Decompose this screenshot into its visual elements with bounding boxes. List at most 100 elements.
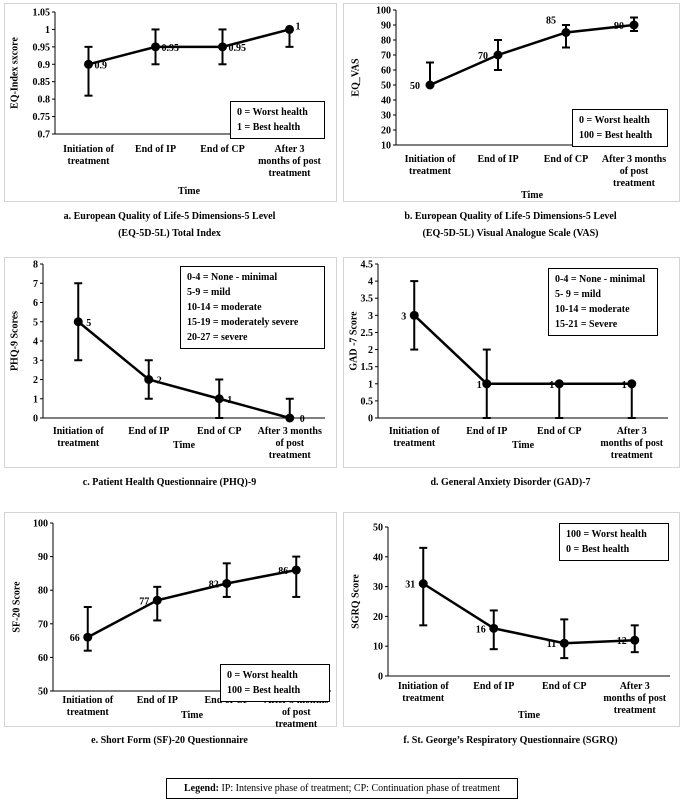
y-tick-label: 40 xyxy=(381,96,391,107)
y-tick-label: 0.75 xyxy=(33,112,51,123)
x-tick-label: End of IP xyxy=(128,426,169,437)
data-point xyxy=(151,42,160,52)
chart-legend: 0-4 = None - minimal 5- 9 = mild 10-14 = m… xyxy=(548,268,658,336)
caption-a: a. European Quality of Life-5 Dimensions… xyxy=(2,208,337,242)
data-label: 86 xyxy=(278,566,288,577)
data-point xyxy=(489,623,499,633)
caption-a-line-2: (EQ-5D-5L) Total Index xyxy=(118,228,221,239)
y-tick-label: 90 xyxy=(381,21,391,32)
chart-gad7: 0 0.5 1 1.5 2 2.5 3 3.5 4 4.5 GAD -7 Score Initiati… xyxy=(348,260,668,461)
y-tick-label: 70 xyxy=(38,619,48,630)
data-point xyxy=(285,413,295,423)
series-line xyxy=(413,314,632,386)
y-tick-label: 60 xyxy=(38,653,48,664)
y-tick-label: 30 xyxy=(381,111,391,122)
data-label: 1 xyxy=(622,380,627,391)
y-tick-label: 0 xyxy=(368,414,373,425)
x-tick-label: After 3 months of post treatment xyxy=(603,681,666,716)
data-point xyxy=(418,579,428,589)
y-tick-label: 6 xyxy=(33,298,38,309)
y-tick-label: 80 xyxy=(381,36,391,47)
y-tick-label: 4 xyxy=(33,337,38,348)
figure-legend-text: IP: Intensive phase of treatment; CP: Co… xyxy=(218,783,501,794)
y-tick-label: 40 xyxy=(373,552,383,563)
legend-entry: 0-4 = None - minimal xyxy=(187,272,278,283)
y-tick-label: 0.8 xyxy=(38,95,51,106)
data-label: 0.95 xyxy=(229,43,247,54)
data-point xyxy=(83,632,93,642)
y-tick-label: 3.5 xyxy=(361,294,374,305)
chart-sgrq: 0 10 20 30 40 50 SGRQ Score Initiation of treatm… xyxy=(350,523,670,721)
x-tick-label: Initiation of treatment xyxy=(405,154,457,177)
chart-legend: 0 = Worst health 100 = Best health xyxy=(220,664,330,702)
y-tick-label: 100 xyxy=(33,519,48,530)
y-tick-label: 0 xyxy=(33,414,38,425)
y-tick-label: 8 xyxy=(33,260,38,271)
x-tick-label: End of CP xyxy=(542,681,586,692)
caption-b-line-1: b. European Quality of Life-5 Dimensions… xyxy=(404,211,617,222)
y-tick-label: 4.5 xyxy=(361,260,374,271)
y-tick-label: 1 xyxy=(33,394,38,405)
series-line xyxy=(88,28,290,66)
x-axis-label: Time xyxy=(521,190,544,201)
x-tick-label: Initiation of treatment xyxy=(53,426,105,449)
x-tick-label: End of CP xyxy=(537,426,581,437)
y-tick-label: 50 xyxy=(38,687,48,698)
y-tick-label: 20 xyxy=(381,126,391,137)
y-tick-label: 60 xyxy=(381,66,391,77)
y-tick-label: 10 xyxy=(373,642,383,653)
figure-legend: Legend: IP: Intensive phase of treatment… xyxy=(166,778,518,799)
data-point xyxy=(630,635,640,645)
x-tick-label: End of IP xyxy=(135,144,176,155)
series-line xyxy=(429,23,635,87)
series-line xyxy=(422,582,635,645)
caption-e: e. Short Form (SF)-20 Questionnaire xyxy=(2,732,337,749)
chart-eq-vas: 10 20 30 40 50 60 70 80 90 100 EQ_VAS Initiation of… xyxy=(350,6,668,201)
y-tick-label: 0 xyxy=(378,672,383,683)
chart-legend: 100 = Worst health 0 = Best health xyxy=(559,523,669,561)
data-label: 1 xyxy=(477,380,482,391)
data-label: 1 xyxy=(296,21,301,32)
chart-panel-b: 10 20 30 40 50 60 70 80 90 100 EQ_VAS Initiation of… xyxy=(343,3,680,202)
y-tick-label: 5 xyxy=(33,317,38,328)
data-label: 1 xyxy=(227,395,232,406)
y-tick-label: 2.5 xyxy=(361,328,374,339)
y-tick-label: 100 xyxy=(376,6,391,17)
data-label: 85 xyxy=(546,16,556,27)
y-tick-label: 0.95 xyxy=(33,42,51,53)
data-label: 0.95 xyxy=(162,43,180,54)
data-point xyxy=(627,379,637,389)
chart-eq-index: 0.7 0.75 0.8 0.85 0.9 0.95 1 1.05 EQ-Index sxcor… xyxy=(9,8,323,197)
y-tick-label: 0.9 xyxy=(38,60,51,71)
series-line xyxy=(87,568,297,639)
chart-legend: 0 = Worst health 1 = Best health xyxy=(230,101,325,139)
data-label: 0.9 xyxy=(95,60,108,71)
legend-entry: 5-9 = mild xyxy=(187,287,231,298)
caption-a-line-1: a. European Quality of Life-5 Dimensions… xyxy=(63,211,276,222)
data-label: 82 xyxy=(209,579,219,590)
data-label: 70 xyxy=(478,51,488,62)
data-point xyxy=(222,578,232,588)
y-tick-label: 7 xyxy=(33,279,38,290)
data-point xyxy=(482,379,492,389)
caption-b: b. European Quality of Life-5 Dimensions… xyxy=(343,208,678,242)
chart-panel-d: 0 0.5 1 1.5 2 2.5 3 3.5 4 4.5 GAD -7 Score Initiati… xyxy=(343,257,680,468)
data-label: 16 xyxy=(476,624,486,635)
data-label: 1 xyxy=(549,380,554,391)
data-label: 77 xyxy=(139,596,149,607)
y-tick-label: 30 xyxy=(373,582,383,593)
chart-phq9: 0 1 2 3 4 5 6 7 8 PHQ-9 Scores Initiation of treatm… xyxy=(9,260,325,461)
data-point xyxy=(561,28,571,37)
data-label: 3 xyxy=(401,311,406,322)
x-axis-label: Time xyxy=(512,440,535,451)
x-tick-label: Initiation of treatment xyxy=(398,681,450,704)
legend-entry: 1 = Best health xyxy=(237,122,301,133)
data-label: 5 xyxy=(86,318,91,329)
legend-entry: 15-19 = moderately severe xyxy=(187,317,299,328)
data-point xyxy=(84,59,93,69)
y-tick-label: 2 xyxy=(33,375,38,386)
caption-c: c. Patient Health Questionnaire (PHQ)-9 xyxy=(2,474,337,491)
figure-legend-title: Legend: xyxy=(183,783,219,794)
data-label: 2 xyxy=(157,376,162,387)
